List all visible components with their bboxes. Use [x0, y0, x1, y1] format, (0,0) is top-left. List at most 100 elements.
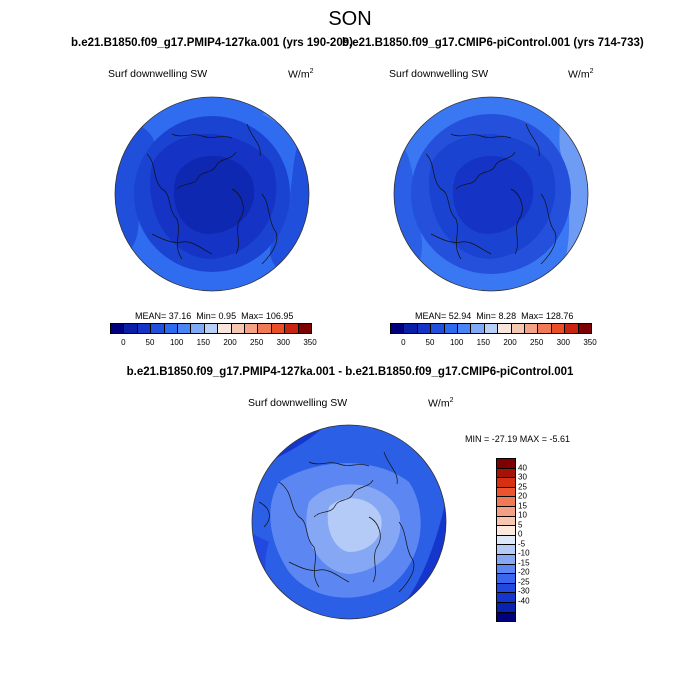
colorbar-tick-label: 0 [121, 338, 126, 347]
colorbar-tick-label: 50 [145, 338, 155, 347]
left-stats: MEAN= 37.16 Min= 0.95 Max= 106.95 [135, 311, 293, 321]
colorbar-tick-label: 0 [518, 529, 523, 539]
colorbar-tick-label: 200 [503, 338, 517, 347]
colorbar-tick-label: 150 [196, 338, 211, 347]
colorbar-tick-label: 50 [425, 338, 435, 347]
colorbar-box [497, 487, 515, 498]
colorbar-box [444, 324, 459, 333]
colorbar-box [164, 324, 179, 333]
left-panel-title: b.e21.B1850.f09_g17.PMIP4-127ka.001 (yrs… [71, 37, 353, 49]
colorbar-box [484, 324, 499, 333]
colorbar-box [258, 324, 272, 333]
right-mean-stat: MEAN= 52.94 [415, 311, 472, 321]
right-stats: MEAN= 52.94 Min= 8.28 Max= 128.76 [415, 311, 573, 321]
right-min-stat: Min= 8.28 [476, 311, 517, 321]
colorbar-tick-label: -10 [518, 548, 530, 558]
colorbar-tick-label: 100 [169, 338, 184, 347]
colorbar-box [218, 324, 232, 333]
colorbar-box [578, 324, 592, 333]
colorbar-tick-label: -20 [518, 567, 530, 577]
colorbar-box [231, 324, 246, 333]
left-colorbar [110, 323, 312, 334]
colorbar-box [498, 324, 512, 333]
left-variable-label: Surf downwelling SW [108, 68, 208, 80]
right-panel-title: b.e21.B1850.f09_g17.CMIP6-piControl.001 … [342, 37, 644, 49]
colorbar-box [204, 324, 219, 333]
colorbar-box [511, 324, 526, 333]
colorbar-tick-label: 100 [449, 338, 464, 347]
right-colorbar [390, 323, 592, 334]
right-polar-map [393, 96, 589, 292]
colorbar-box [137, 324, 152, 333]
colorbar-tick-label: 250 [529, 338, 544, 347]
colorbar-box [551, 324, 566, 333]
colorbar-tick-label: 250 [249, 338, 264, 347]
colorbar-tick-label: 40 [518, 463, 527, 473]
colorbar-box [497, 459, 515, 469]
colorbar-tick-label: 25 [518, 482, 527, 492]
colorbar-box [298, 324, 312, 333]
diff-colorbar [496, 458, 516, 622]
colorbar-box [111, 324, 125, 333]
diff-variable-label: Surf downwelling SW [248, 397, 348, 409]
colorbar-tick-label: 15 [518, 501, 527, 511]
colorbar-box [497, 506, 515, 517]
colorbar-tick-label: -15 [518, 558, 530, 568]
colorbar-box [191, 324, 205, 333]
colorbar-tick-label: -5 [518, 539, 526, 549]
diff-colorbar-labels: 40 30 25 20 15 10 5 0 -5 -10 -15 -20 -25 -30 -40 [518, 458, 548, 620]
colorbar-box [417, 324, 432, 333]
colorbar-box [471, 324, 485, 333]
colorbar-box [245, 324, 259, 333]
colorbar-box [497, 478, 515, 488]
diff-panel-title: b.e21.B1850.f09_g17.PMIP4-127ka.001 - b.… [126, 366, 574, 378]
right-units-label: W/m2 [568, 68, 594, 81]
right-max-stat: Max= 128.76 [521, 311, 574, 321]
diff-units-label: W/m2 [428, 397, 454, 410]
colorbar-box [271, 324, 286, 333]
colorbar-box [178, 324, 192, 333]
colorbar-box [497, 497, 515, 507]
colorbar-box [431, 324, 445, 333]
colorbar-box [391, 324, 405, 333]
colorbar-box [497, 554, 515, 565]
colorbar-tick-label: 300 [276, 338, 291, 347]
colorbar-tick-label: 30 [518, 472, 527, 482]
colorbar-box [497, 526, 515, 536]
colorbar-box [497, 564, 515, 575]
colorbar-tick-label: 20 [518, 491, 527, 501]
colorbar-box [458, 324, 472, 333]
colorbar-tick-label: 0 [401, 338, 406, 347]
colorbar-box [497, 545, 515, 555]
diff-minmax-stat: MIN = -27.19 MAX = -5.61 [465, 434, 571, 444]
figure-title: SON [328, 8, 372, 30]
colorbar-box [497, 535, 515, 546]
colorbar-box [538, 324, 552, 333]
colorbar-box [497, 593, 515, 603]
left-min-stat: Min= 0.95 [196, 311, 237, 321]
colorbar-tick-label: -40 [518, 596, 530, 606]
colorbar-tick-label: 300 [556, 338, 571, 347]
colorbar-box [525, 324, 539, 333]
left-units-label: W/m2 [288, 68, 314, 81]
colorbar-box [497, 516, 515, 527]
diff-polar-map [251, 424, 447, 620]
colorbar-box [285, 324, 299, 333]
colorbar-tick-label: -30 [518, 586, 530, 596]
left-polar-map [114, 96, 310, 292]
colorbar-tick-label: 350 [583, 338, 597, 347]
colorbar-box [497, 468, 515, 479]
colorbar-box [497, 574, 515, 584]
colorbar-box [497, 602, 515, 613]
colorbar-box [404, 324, 418, 333]
colorbar-box [151, 324, 165, 333]
colorbar-tick-label: 150 [476, 338, 491, 347]
right-variable-label: Surf downwelling SW [389, 68, 489, 80]
colorbar-box [497, 612, 515, 622]
colorbar-tick-label: 200 [223, 338, 237, 347]
colorbar-tick-label: 10 [518, 510, 527, 520]
colorbar-tick-label: 5 [518, 520, 523, 530]
colorbar-box [124, 324, 138, 333]
colorbar-tick-label: 350 [303, 338, 317, 347]
colorbar-box [565, 324, 579, 333]
